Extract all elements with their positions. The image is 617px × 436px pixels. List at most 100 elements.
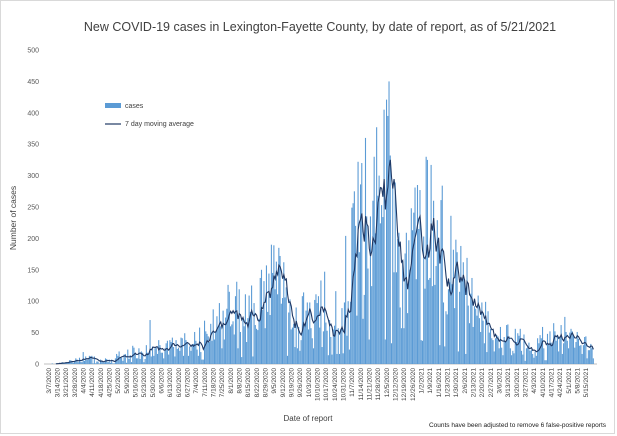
bar — [491, 338, 493, 364]
x-tick-label: 3/28/2020 — [72, 368, 79, 398]
bar — [310, 328, 312, 364]
bar — [424, 288, 426, 364]
bar — [517, 333, 519, 364]
bar — [518, 335, 520, 364]
bar — [425, 156, 427, 364]
bar — [306, 302, 308, 364]
bar — [409, 269, 411, 364]
bar — [242, 317, 244, 364]
bar — [153, 355, 155, 364]
bar — [208, 342, 211, 364]
bar — [461, 280, 463, 364]
bar — [441, 185, 443, 364]
bar — [143, 362, 145, 364]
bar — [103, 362, 105, 364]
bar — [418, 228, 420, 364]
x-tick-label: 6/6/2020 — [158, 368, 165, 394]
x-tick-label: 4/25/2020 — [106, 368, 113, 398]
bar — [364, 137, 367, 364]
bar — [481, 302, 483, 364]
bar — [535, 355, 537, 364]
y-tick-label: 500 — [27, 48, 39, 55]
x-tick-label: 2/13/2021 — [470, 368, 477, 398]
x-tick-label: 6/27/2020 — [184, 368, 191, 398]
bar — [277, 294, 279, 364]
x-tick-label: 9/26/2020 — [297, 368, 304, 398]
bar — [319, 327, 321, 364]
bar — [322, 331, 324, 364]
bar — [259, 277, 261, 364]
bar — [468, 323, 471, 364]
bar — [358, 252, 360, 364]
bar — [329, 320, 331, 364]
bar — [389, 155, 391, 364]
bar — [204, 320, 206, 364]
bar — [592, 358, 594, 364]
bar — [315, 294, 317, 364]
bar — [72, 362, 74, 364]
bar — [519, 328, 521, 364]
bar — [164, 348, 166, 364]
x-tick-label: 5/30/2020 — [150, 368, 157, 398]
bar — [181, 338, 183, 364]
bar — [454, 308, 456, 364]
bar — [416, 185, 419, 364]
bar — [171, 337, 173, 364]
bar — [472, 326, 474, 364]
bar — [166, 340, 168, 364]
legend-label-moving-average: 7 day moving average — [125, 121, 194, 128]
bar — [372, 200, 374, 364]
x-tick-label: 1/30/2021 — [453, 368, 460, 398]
bar — [451, 284, 453, 364]
bar — [147, 352, 149, 364]
bar — [192, 343, 194, 364]
x-tick-label: 8/29/2020 — [262, 368, 269, 398]
bar — [498, 348, 500, 364]
bar — [506, 325, 508, 364]
bar — [327, 355, 329, 364]
x-tick-label: 10/31/2020 — [340, 368, 347, 401]
bar — [247, 318, 249, 364]
bar — [542, 326, 544, 364]
bar — [134, 353, 136, 364]
bar — [534, 351, 536, 364]
bar — [252, 356, 254, 364]
bar — [410, 208, 412, 364]
bar — [373, 156, 375, 364]
bar — [352, 203, 354, 364]
bar — [538, 343, 540, 364]
bar — [184, 333, 186, 364]
x-tick-label: 4/18/2020 — [98, 368, 105, 398]
bar — [555, 340, 557, 364]
bar — [225, 317, 227, 364]
x-tick-label: 3/27/2021 — [522, 368, 529, 398]
bar — [272, 272, 274, 364]
bar — [294, 347, 296, 364]
bar — [470, 293, 472, 364]
bar — [154, 348, 156, 364]
bar — [295, 307, 297, 364]
bar — [62, 363, 64, 364]
bar — [176, 348, 178, 364]
x-tick-label: 1/2/2021 — [418, 368, 425, 394]
x-tick-label: 3/20/2021 — [514, 368, 521, 398]
bar — [91, 355, 93, 364]
bar — [388, 81, 390, 365]
bar — [236, 281, 238, 364]
bar — [508, 336, 510, 364]
x-tick-label: 8/22/2020 — [254, 368, 261, 398]
x-tick-label: 9/19/2020 — [288, 368, 295, 398]
bar — [326, 330, 328, 364]
bar — [113, 363, 115, 364]
x-tick-label: 2/6/2021 — [462, 368, 469, 394]
bar — [579, 345, 581, 364]
bar — [321, 347, 323, 364]
bar — [465, 353, 467, 364]
bar — [449, 282, 451, 364]
bar — [305, 310, 307, 364]
bar — [549, 331, 551, 364]
bar — [130, 362, 133, 364]
bar — [178, 347, 180, 364]
bar — [413, 212, 415, 364]
bar — [239, 331, 241, 364]
